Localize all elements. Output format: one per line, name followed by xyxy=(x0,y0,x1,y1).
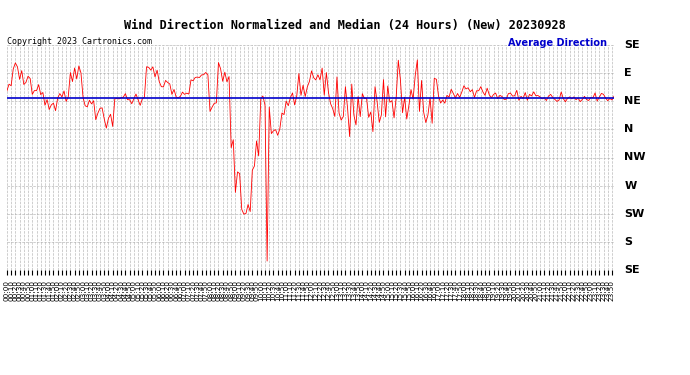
Text: Copyright 2023 Cartronics.com: Copyright 2023 Cartronics.com xyxy=(7,38,152,46)
Text: E: E xyxy=(624,68,632,78)
Text: NE: NE xyxy=(624,96,641,106)
Text: NW: NW xyxy=(624,153,646,162)
Text: Average Direction: Average Direction xyxy=(509,38,607,48)
Text: W: W xyxy=(624,181,637,190)
Text: SE: SE xyxy=(624,40,640,50)
Text: Wind Direction Normalized and Median (24 Hours) (New) 20230928: Wind Direction Normalized and Median (24… xyxy=(124,19,566,32)
Text: N: N xyxy=(624,124,633,134)
Text: SW: SW xyxy=(624,209,644,219)
Text: S: S xyxy=(624,237,633,247)
Text: SE: SE xyxy=(624,265,640,275)
